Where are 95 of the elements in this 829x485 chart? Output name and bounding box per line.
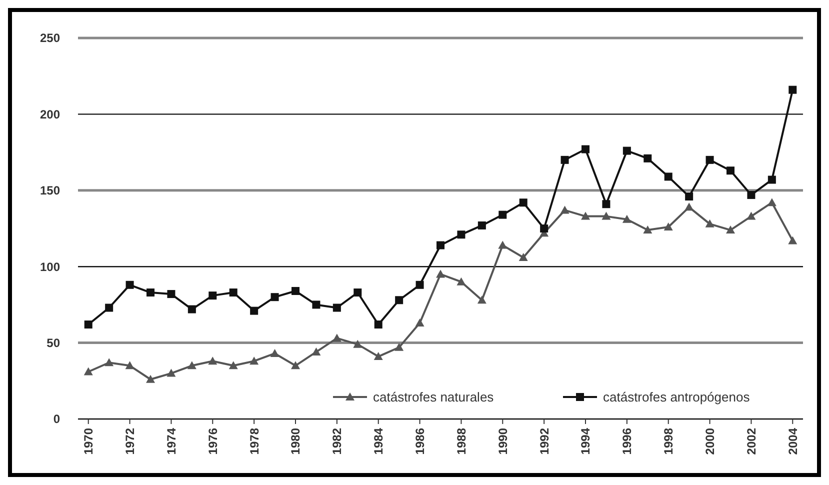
point <box>560 206 570 214</box>
point <box>664 222 673 230</box>
point <box>643 226 652 234</box>
point <box>684 202 694 211</box>
point <box>602 212 611 220</box>
point <box>292 286 300 295</box>
y-tick-label: 50 <box>46 336 60 350</box>
point <box>602 200 610 208</box>
point <box>332 304 341 312</box>
point <box>291 361 300 370</box>
point <box>560 156 569 164</box>
x-tick-label: 1972 <box>122 428 137 455</box>
point <box>187 361 196 370</box>
point <box>208 356 218 365</box>
point <box>436 270 445 278</box>
point <box>84 367 93 376</box>
point <box>104 358 114 366</box>
point <box>477 296 486 304</box>
point <box>582 145 590 154</box>
x-tick-label: 1970 <box>82 428 96 455</box>
point <box>415 318 424 326</box>
point <box>622 146 631 155</box>
legend-label: catástrofes antropógenos <box>603 390 750 405</box>
x-tick-label: 1996 <box>620 428 634 455</box>
point <box>270 348 280 357</box>
point <box>747 190 756 199</box>
point <box>208 292 217 300</box>
point <box>146 288 154 297</box>
point <box>250 306 258 315</box>
point <box>644 154 652 162</box>
x-tick-label: 2002 <box>744 428 758 455</box>
point <box>332 334 342 342</box>
point <box>706 156 714 164</box>
point <box>622 214 632 223</box>
point <box>456 277 466 286</box>
x-tick-label: 1988 <box>454 428 468 455</box>
point <box>395 296 404 304</box>
point <box>518 252 528 261</box>
point <box>374 320 382 329</box>
x-tick-label: 1998 <box>662 428 676 455</box>
point <box>498 210 507 219</box>
y-tick-label: 100 <box>40 260 60 274</box>
point <box>581 212 590 220</box>
point <box>457 230 466 239</box>
point <box>726 166 734 175</box>
point <box>436 241 444 250</box>
point <box>250 356 259 365</box>
point <box>498 240 508 249</box>
point <box>126 280 134 289</box>
point <box>105 304 114 312</box>
x-tick-label: 1992 <box>537 428 552 455</box>
x-tick-label: 1994 <box>578 428 593 455</box>
x-tick-label: 1990 <box>496 428 510 455</box>
x-tick-label: 2000 <box>702 428 717 455</box>
x-tick-label: 1986 <box>412 428 427 455</box>
point <box>312 347 321 356</box>
point <box>664 172 672 181</box>
x-tick-label: 1980 <box>288 428 303 455</box>
point <box>146 374 155 383</box>
y-tick-label: 250 <box>40 31 60 46</box>
point <box>540 224 548 232</box>
point <box>229 288 238 297</box>
point <box>788 236 798 244</box>
point <box>228 361 238 370</box>
x-tick-label: 1984 <box>372 428 386 455</box>
y-tick-label: 0 <box>53 412 60 426</box>
y-tick-label: 150 <box>40 184 60 198</box>
point <box>312 300 320 309</box>
x-tick-label: 1976 <box>206 428 220 455</box>
point <box>685 192 694 200</box>
point <box>788 86 797 94</box>
x-tick-label: 2004 <box>786 428 800 455</box>
point <box>478 221 486 230</box>
point <box>746 212 756 220</box>
point <box>726 226 735 234</box>
point <box>353 340 362 348</box>
point <box>125 361 134 370</box>
point <box>705 219 714 228</box>
point <box>416 280 424 289</box>
point <box>270 293 279 302</box>
point <box>167 290 176 298</box>
x-tick-label: 1974 <box>164 428 178 455</box>
x-tick-label: 1978 <box>247 428 262 455</box>
point <box>166 368 176 377</box>
point <box>767 198 776 206</box>
legend-label: catástrofes naturales <box>373 390 494 405</box>
point <box>519 198 528 207</box>
point <box>188 305 196 314</box>
x-tick-label: 1982 <box>330 428 344 455</box>
point <box>84 320 92 329</box>
point <box>768 176 776 184</box>
y-tick-label: 200 <box>40 107 60 122</box>
point <box>394 342 404 351</box>
point <box>354 288 362 297</box>
point <box>374 352 383 360</box>
